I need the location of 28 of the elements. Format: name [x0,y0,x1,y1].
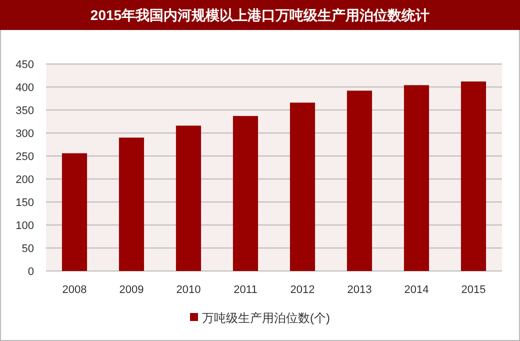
legend-label: 万吨级生产用泊位数(个) [202,311,330,325]
y-tick-label: 50 [22,243,34,255]
y-tick-label: 0 [28,266,34,278]
bar [62,153,88,271]
y-tick-label: 350 [16,105,34,117]
bar [346,90,372,271]
x-tick-label: 2008 [62,284,87,296]
y-tick-label: 400 [16,82,34,94]
x-tick-label: 2013 [347,284,372,296]
bar [290,102,316,271]
x-tick-label: 2015 [461,284,486,296]
y-tick-label: 300 [16,128,34,140]
x-tick-label: 2010 [176,284,201,296]
bar [232,116,258,271]
y-tick-label: 450 [16,59,34,71]
x-tick-label: 2011 [234,284,258,296]
chart-title: 2015年我国内河规模以上港口万吨级生产用泊位数统计 [90,7,430,23]
bar [118,138,144,271]
bar [460,81,486,271]
y-tick-label: 200 [16,174,34,186]
y-tick-label: 250 [16,151,34,163]
x-tick-label: 2012 [290,284,315,296]
y-tick-label: 150 [16,197,34,209]
bar [404,85,430,271]
y-tick-label: 100 [16,220,34,232]
x-tick-label: 2014 [404,284,429,296]
x-tick-label: 2009 [119,284,144,296]
bar [176,126,202,271]
